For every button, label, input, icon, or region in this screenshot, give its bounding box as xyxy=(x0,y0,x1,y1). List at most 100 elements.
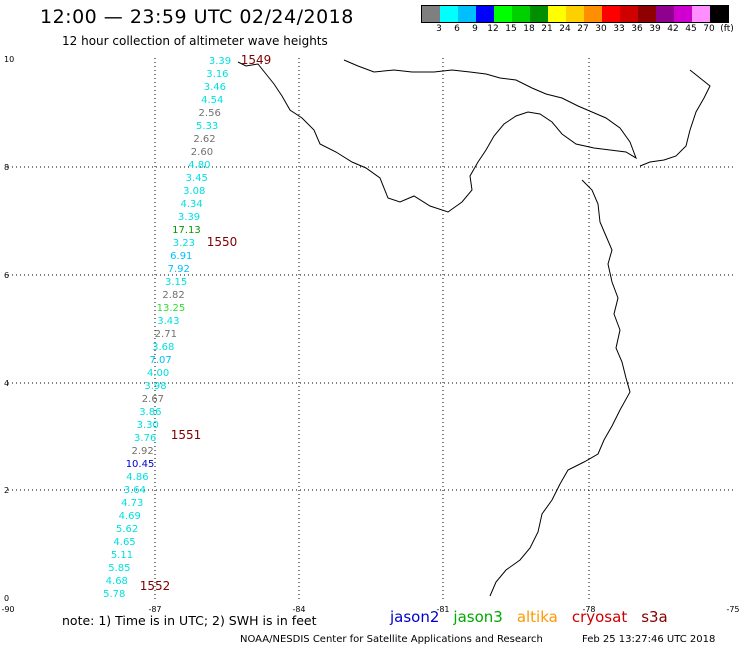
x-tick-label: -78 xyxy=(582,605,595,614)
colorbar-swatch xyxy=(422,6,440,22)
wave-height-label: 3.23 xyxy=(173,238,195,249)
colorbar-label: 18 xyxy=(523,24,535,34)
colorbar-labels: 3 6 9 12 15 18 21 24 27 30 33 36 39 42 45 70 (ft) xyxy=(421,24,740,36)
wave-height-label: 4.54 xyxy=(201,95,223,106)
wave-height-label: 3.39 xyxy=(209,56,231,67)
wave-height-label: 2.67 xyxy=(142,394,164,405)
colorbar-label: (ft) xyxy=(720,24,734,34)
wave-height-label: 3.43 xyxy=(157,316,179,327)
wave-height-label: 5.85 xyxy=(108,563,130,574)
colorbar-label: 42 xyxy=(667,24,679,34)
colorbar-label: 36 xyxy=(631,24,643,34)
wave-height-label: 3.08 xyxy=(183,186,205,197)
pass-time-label: 1552 xyxy=(140,579,171,593)
y-tick-label: 4 xyxy=(4,379,9,388)
wave-height-label: 7.07 xyxy=(150,355,172,366)
wave-height-label: 5.62 xyxy=(116,524,138,535)
wave-height-label: 3.16 xyxy=(206,69,228,80)
wave-height-label: 4.69 xyxy=(119,511,141,522)
coastline-northeast xyxy=(639,69,711,167)
colorbar-swatch xyxy=(440,6,458,22)
wave-height-label: 2.60 xyxy=(191,147,213,158)
colorbar-label: 9 xyxy=(472,24,478,34)
coastline xyxy=(237,59,637,213)
lat-lon-grid xyxy=(8,58,735,600)
wave-height-label: 3.64 xyxy=(124,485,146,496)
wave-height-label: 2.92 xyxy=(131,446,153,457)
colorbar xyxy=(421,5,729,23)
colorbar-label: 15 xyxy=(505,24,517,34)
wave-height-label: 5.33 xyxy=(196,121,218,132)
x-tick-label: -84 xyxy=(292,605,305,614)
coastline-east xyxy=(489,179,631,597)
chart-subtitle: 12 hour collection of altimeter wave hei… xyxy=(62,34,328,48)
satellite-legend: jason2 jason3 altika cryosat s3a xyxy=(390,608,682,626)
wave-height-label: 3.68 xyxy=(152,342,174,353)
colorbar-swatch xyxy=(674,6,692,22)
wave-height-label: 4.68 xyxy=(106,576,128,587)
wave-height-label: 17.13 xyxy=(172,225,201,236)
colorbar-label: 45 xyxy=(685,24,697,34)
wave-height-label: 4.65 xyxy=(113,537,135,548)
colorbar-label: 27 xyxy=(577,24,589,34)
wave-height-label: 7.92 xyxy=(168,264,190,275)
colorbar-swatch xyxy=(494,6,512,22)
colorbar-swatch xyxy=(710,6,728,22)
pass-time-label: 1551 xyxy=(171,428,202,442)
colorbar-label: 12 xyxy=(487,24,499,34)
colorbar-swatch xyxy=(476,6,494,22)
colorbar-swatch xyxy=(638,6,656,22)
wave-height-label: 5.11 xyxy=(111,550,133,561)
colorbar-swatch xyxy=(692,6,710,22)
wave-height-label: 3.46 xyxy=(204,82,226,93)
wave-height-label: 2.62 xyxy=(193,134,215,145)
y-tick-label: 6 xyxy=(4,271,9,280)
wave-height-label: 3.76 xyxy=(134,433,156,444)
footnote: note: 1) Time is in UTC; 2) SWH is in fe… xyxy=(62,613,317,628)
axis-tick-labels: -90 -87 -84 -81 -78 -75 0 2 4 6 8 10 xyxy=(1,55,739,614)
generation-timestamp: Feb 25 13:27:46 UTC 2018 xyxy=(582,634,716,645)
colorbar-swatch xyxy=(584,6,602,22)
legend-cryosat: cryosat xyxy=(571,608,628,626)
y-tick-label: 10 xyxy=(4,55,14,64)
y-tick-label: 2 xyxy=(4,486,9,495)
colorbar-label: 70 xyxy=(703,24,715,34)
wave-height-label: 3.15 xyxy=(165,277,187,288)
colorbar-swatch xyxy=(512,6,530,22)
colorbar-swatch xyxy=(602,6,620,22)
colorbar-swatch xyxy=(548,6,566,22)
wave-height-label: 4.86 xyxy=(126,472,148,483)
wave-height-label: 4.80 xyxy=(188,160,210,171)
colorbar-label: 24 xyxy=(559,24,571,34)
x-tick-label: -75 xyxy=(726,605,739,614)
pass-time-labels: 1549 1550 1551 1552 xyxy=(140,53,272,593)
colorbar-swatch xyxy=(458,6,476,22)
wave-height-label: 3.45 xyxy=(186,173,208,184)
wave-height-label: 3.98 xyxy=(144,381,166,392)
colorbar-swatch xyxy=(620,6,638,22)
wave-height-label: 3.39 xyxy=(178,212,200,223)
colorbar-label: 30 xyxy=(595,24,607,34)
wave-height-label: 2.82 xyxy=(162,290,184,301)
colorbar-swatch xyxy=(656,6,674,22)
y-tick-label: 0 xyxy=(4,594,9,603)
wave-height-label: 4.34 xyxy=(180,199,202,210)
credit-line: NOAA/NESDIS Center for Satellite Applica… xyxy=(240,634,543,645)
wave-height-labels: 3.39 3.16 3.46 4.54 2.56 5.33 2.62 2.60 4.80 3.45… xyxy=(103,56,231,600)
colorbar-label: 3 xyxy=(436,24,442,34)
wave-height-label: 4.00 xyxy=(147,368,169,379)
x-tick-label: -90 xyxy=(1,605,14,614)
legend-altika: altika xyxy=(516,608,558,626)
legend-jason3: jason3 xyxy=(453,608,503,626)
colorbar-swatch xyxy=(566,6,584,22)
colorbar-label: 21 xyxy=(541,24,553,34)
legend-s3a: s3a xyxy=(641,608,668,626)
wave-height-label: 3.86 xyxy=(139,407,161,418)
wave-height-label: 10.45 xyxy=(126,459,155,470)
pass-time-label: 1550 xyxy=(207,235,238,249)
wave-height-label: 3.30 xyxy=(137,420,159,431)
x-tick-label: -81 xyxy=(436,605,449,614)
x-tick-label: -87 xyxy=(148,605,161,614)
pass-time-label: 1549 xyxy=(241,53,272,67)
